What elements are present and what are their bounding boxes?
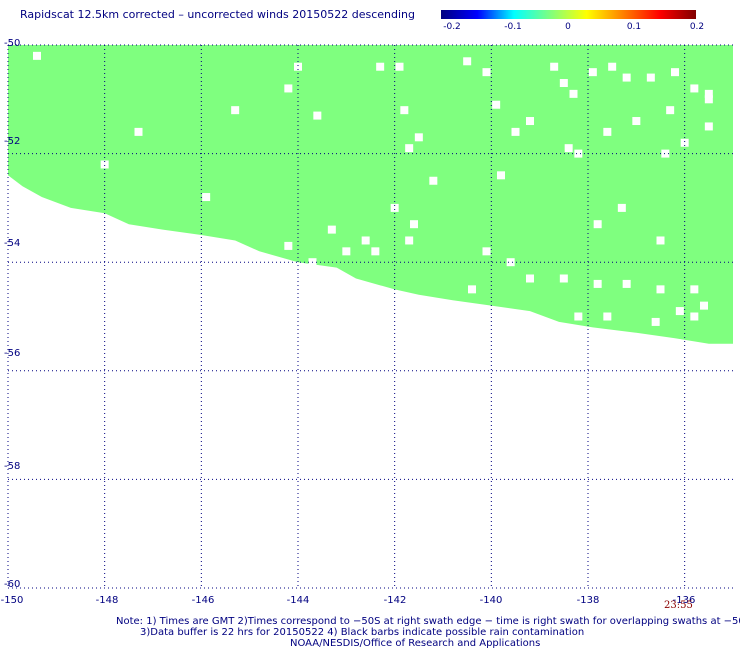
- missing-cell: [690, 312, 699, 321]
- missing-cell: [327, 225, 336, 234]
- missing-cell: [100, 160, 109, 169]
- missing-cell: [559, 79, 568, 88]
- missing-cell: [511, 127, 520, 136]
- swath-timestamp: 23:55: [664, 600, 693, 611]
- x-tick-label: -140: [479, 595, 503, 606]
- missing-cell: [651, 317, 660, 326]
- missing-cell: [526, 117, 534, 126]
- wind-field-swath: [8, 45, 733, 344]
- missing-cell: [33, 51, 41, 60]
- missing-cell: [390, 203, 399, 212]
- missing-cell: [680, 138, 689, 147]
- missing-cell: [492, 100, 501, 109]
- y-tick-label: -60: [4, 579, 21, 590]
- missing-cell: [656, 285, 665, 294]
- missing-cell: [671, 68, 679, 77]
- missing-cell: [704, 122, 713, 131]
- x-tick-label: -138: [576, 595, 600, 606]
- colorbar-label-neg: -0.1: [504, 22, 522, 32]
- y-tick-label: -58: [4, 461, 21, 472]
- y-tick-label: -50: [4, 38, 21, 49]
- missing-cell: [414, 133, 423, 142]
- missing-cell: [313, 111, 322, 120]
- missing-cell: [294, 62, 302, 71]
- missing-cell: [622, 73, 631, 82]
- x-tick-label: -142: [383, 595, 407, 606]
- missing-cell: [574, 149, 583, 158]
- missing-cell: [617, 203, 626, 212]
- missing-cell: [400, 106, 409, 115]
- x-tick-label: -148: [95, 595, 119, 606]
- missing-cell: [569, 89, 578, 98]
- missing-cell: [646, 73, 655, 82]
- missing-cell: [482, 247, 491, 256]
- missing-cell: [574, 312, 583, 321]
- missing-cell: [661, 149, 670, 158]
- missing-cell: [704, 95, 713, 104]
- missing-cell: [593, 279, 602, 288]
- missing-cell: [482, 68, 491, 77]
- missing-cell: [463, 57, 472, 66]
- footnote-line-3: NOAA/NESDIS/Office of Research and Appli…: [290, 638, 541, 649]
- missing-cell: [395, 62, 404, 71]
- missing-cell: [429, 176, 438, 185]
- missing-cell: [704, 89, 713, 98]
- missing-cell: [468, 285, 476, 294]
- missing-cell: [656, 236, 665, 245]
- missing-cell: [559, 274, 568, 283]
- missing-cell: [410, 220, 418, 229]
- y-tick-label: -52: [4, 136, 21, 147]
- missing-cell: [632, 117, 641, 126]
- missing-cell: [593, 220, 602, 229]
- missing-cell: [608, 62, 617, 71]
- footnote-line-2: 3)Data buffer is 22 hrs for 20150522 4) …: [140, 627, 585, 638]
- missing-cell: [497, 171, 505, 180]
- missing-cell: [603, 312, 612, 321]
- grid-lines: [7, 44, 733, 589]
- missing-cell: [690, 285, 699, 294]
- missing-cell: [405, 144, 414, 153]
- missing-cell: [700, 301, 708, 310]
- missing-cell: [550, 62, 559, 71]
- missing-cell: [231, 106, 240, 115]
- missing-cell: [376, 62, 385, 71]
- x-tick-label: -136: [672, 595, 696, 606]
- missing-cell: [564, 144, 573, 153]
- colorbar-label-min: -0.2: [443, 22, 461, 32]
- missing-cell: [405, 236, 414, 245]
- missing-cell: [506, 258, 515, 267]
- footnote-line-1: Note: 1) Times are GMT 2)Times correspon…: [116, 616, 740, 627]
- missing-cell: [666, 106, 675, 115]
- missing-cell: [284, 241, 293, 250]
- chart-title: Rapidscat 12.5km corrected – uncorrected…: [20, 8, 416, 21]
- swath-field: [8, 45, 733, 344]
- missing-cell: [371, 247, 380, 256]
- colorbar-label-pos: 0.1: [626, 22, 642, 32]
- missing-cell: [342, 247, 351, 256]
- missing-cell: [588, 68, 597, 77]
- colorbar-label-max: 0.2: [689, 22, 705, 32]
- missing-cell: [622, 279, 631, 288]
- colorbar-bar: [441, 10, 696, 19]
- x-tick-label: -144: [286, 595, 310, 606]
- colorbar-label-zero: 0: [565, 22, 571, 32]
- missing-cell: [134, 127, 143, 136]
- colorbar: [441, 10, 696, 19]
- y-tick-label: -54: [4, 238, 21, 249]
- x-tick-label: -150: [0, 595, 24, 606]
- missing-cell: [202, 193, 211, 202]
- y-tick-label: -56: [4, 348, 21, 359]
- missing-cell: [675, 307, 684, 316]
- x-tick-label: -146: [191, 595, 215, 606]
- missing-cell: [361, 236, 370, 245]
- missing-cell: [603, 127, 612, 136]
- missing-cell: [690, 84, 699, 93]
- missing-cell: [526, 274, 534, 283]
- missing-cell: [284, 84, 293, 93]
